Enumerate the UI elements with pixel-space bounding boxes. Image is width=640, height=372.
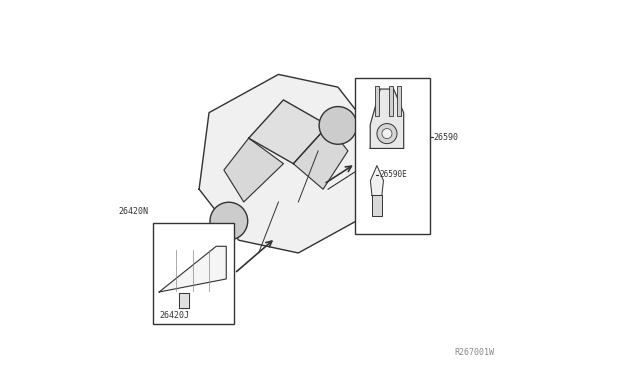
Bar <box>152 223 234 324</box>
Circle shape <box>382 129 392 139</box>
Polygon shape <box>371 166 383 196</box>
Polygon shape <box>370 89 404 148</box>
Polygon shape <box>293 125 348 189</box>
Text: R267001W: R267001W <box>455 348 495 357</box>
Circle shape <box>377 124 397 144</box>
Polygon shape <box>179 293 189 308</box>
Polygon shape <box>199 74 378 253</box>
Text: 26420N: 26420N <box>119 207 149 216</box>
Bar <box>397 86 401 116</box>
Text: 26590: 26590 <box>433 133 458 142</box>
Polygon shape <box>249 100 328 164</box>
Polygon shape <box>224 138 284 202</box>
Bar <box>372 195 382 216</box>
Bar <box>388 86 393 116</box>
Polygon shape <box>159 246 227 292</box>
Circle shape <box>319 106 357 144</box>
Bar <box>375 86 380 116</box>
Bar <box>355 78 429 234</box>
Text: 26420J: 26420J <box>159 311 189 320</box>
Circle shape <box>210 202 248 240</box>
Text: 26590E: 26590E <box>379 170 407 179</box>
